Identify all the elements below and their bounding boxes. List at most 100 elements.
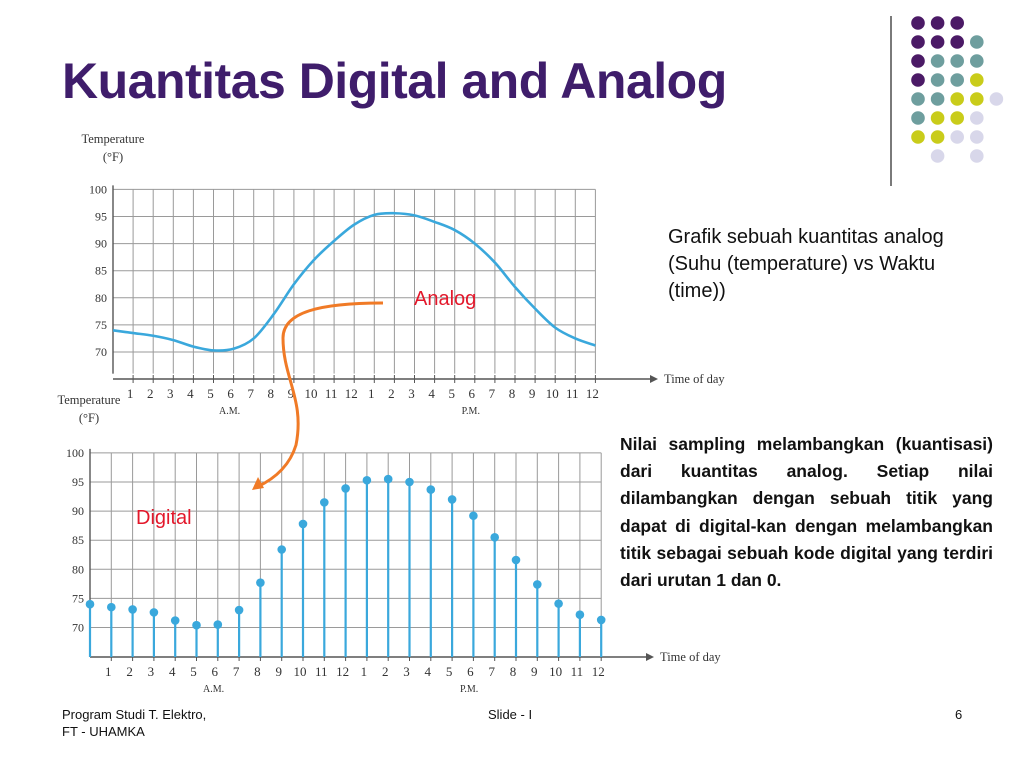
x-tick-label: 11 (315, 664, 328, 679)
y-axis-label-line2: (°F) (103, 150, 123, 164)
decorative-dot (930, 16, 945, 30)
decorative-dot (911, 111, 925, 125)
x-tick-label: 7 (247, 386, 254, 401)
x-tick-label: 2 (147, 386, 154, 401)
x-tick-label: 2 (126, 664, 133, 679)
decorative-dot (950, 35, 964, 49)
x-tick-label: 7 (489, 386, 496, 401)
x-tick-label: 5 (446, 664, 453, 679)
sample-point (149, 608, 159, 617)
footer-page-number: 6 (955, 707, 963, 722)
y-tick-label: 100 (66, 446, 84, 460)
decorative-dot (970, 73, 984, 87)
footer-course-line2: FT - UHAMKA (62, 724, 145, 739)
x-tick-label: 5 (448, 386, 455, 401)
period-label-pm: P.M. (462, 406, 480, 417)
x-axis-label: Time of day (664, 372, 725, 386)
decorative-dot (911, 92, 925, 106)
decorative-dot (950, 16, 964, 30)
x-tick-label: 1 (105, 664, 112, 679)
x-tick-label: 11 (571, 664, 584, 679)
sample-point (469, 511, 478, 521)
x-tick-label: 4 (169, 664, 176, 679)
decorative-dot (930, 130, 945, 144)
x-tick-label: 9 (529, 386, 536, 401)
sample-point (192, 620, 201, 630)
sample-point (256, 578, 265, 587)
x-tick-label: 4 (425, 664, 432, 679)
decorative-dot (911, 54, 925, 68)
sample-point (320, 498, 329, 507)
decorative-dot (970, 54, 984, 68)
x-tick-label: 3 (167, 386, 174, 401)
decorative-dot (989, 92, 1004, 106)
y-tick-label: 70 (95, 345, 107, 359)
x-tick-label: 3 (408, 386, 415, 401)
sample-point (107, 602, 116, 612)
sample-point (383, 474, 393, 484)
decorative-dot (930, 92, 945, 106)
decorative-dot (930, 35, 945, 49)
analog-to-digital-arrow (256, 301, 384, 489)
sample-point (85, 599, 95, 609)
sample-point (277, 545, 287, 554)
x-tick-label: 10 (546, 386, 559, 401)
x-tick-label: 1 (368, 386, 375, 401)
decorative-dot (970, 35, 984, 49)
decorative-dot (950, 73, 964, 87)
sample-point (533, 580, 542, 589)
decorative-dot-pattern (890, 16, 1004, 186)
digital-label: Digital (136, 507, 192, 529)
x-tick-label: 10 (305, 386, 318, 401)
period-label-am: A.M. (219, 406, 240, 417)
y-tick-label: 80 (72, 562, 84, 576)
sample-point (405, 477, 414, 487)
x-tick-label: 10 (549, 664, 562, 679)
decorative-dot (950, 130, 964, 144)
x-tick-label: 1 (361, 664, 368, 679)
sample-point (511, 555, 521, 565)
x-tick-label: 3 (403, 664, 410, 679)
x-axis-arrow-icon (650, 375, 658, 383)
sample-point (128, 605, 137, 614)
x-tick-label: 4 (187, 386, 194, 401)
x-tick-label: 12 (592, 664, 605, 679)
sample-point (575, 610, 585, 619)
decorative-dot (970, 149, 984, 163)
x-tick-label: 11 (566, 386, 579, 401)
footer-course-line1: Program Studi T. Elektro, (62, 707, 207, 722)
sample-point (362, 475, 372, 485)
x-tick-label: 8 (254, 664, 261, 679)
y-tick-label: 85 (72, 533, 84, 547)
analog-label: Analog (414, 288, 477, 310)
sample-point (554, 599, 563, 608)
x-tick-label: 8 (268, 386, 275, 401)
x-tick-label: 11 (325, 386, 338, 401)
x-tick-label: 6 (212, 664, 219, 679)
x-axis-label: Time of day (660, 650, 721, 664)
x-tick-label: 9 (275, 664, 282, 679)
x-axis-arrow-icon (646, 653, 654, 661)
y-tick-label: 85 (95, 264, 107, 278)
x-tick-label: 12 (345, 386, 358, 401)
digital-caption: Nilai sampling melambangkan (kuantisasi)… (620, 434, 993, 591)
decorative-dot (930, 111, 945, 125)
decorative-dot (911, 35, 925, 49)
sample-point (170, 616, 180, 625)
decorative-dot (930, 149, 945, 163)
decorative-dot (970, 92, 984, 106)
period-label-pm: P.M. (460, 684, 478, 695)
decorative-dot (930, 54, 945, 68)
y-axis-label-line1: Temperature (82, 132, 145, 146)
arrow-head-icon (252, 477, 264, 490)
footer-slide-label: Slide - I (488, 707, 533, 722)
decorative-dot (970, 130, 984, 144)
sample-point (426, 485, 436, 494)
x-tick-label: 9 (288, 386, 295, 401)
x-tick-label: 7 (488, 664, 495, 679)
decorative-dot (911, 130, 925, 144)
y-axis-label-line1: Temperature (58, 393, 121, 407)
sample-point (490, 532, 500, 542)
y-tick-label: 70 (72, 621, 84, 635)
x-tick-label: 6 (469, 386, 476, 401)
